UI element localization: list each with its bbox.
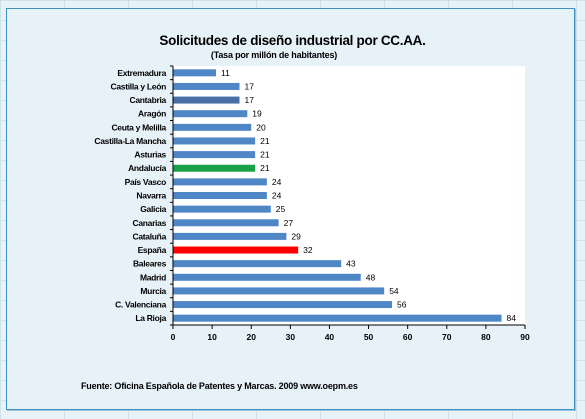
data-label-9: 24	[272, 191, 282, 201]
x-tick-label-5: 50	[364, 332, 374, 342]
x-tick-label-4: 40	[325, 332, 335, 342]
bar-4	[173, 123, 252, 131]
category-label-11: Canarias	[132, 218, 166, 228]
data-label-8: 24	[272, 177, 282, 187]
chart-title: Solicitudes de diseño industrial por CC.…	[159, 33, 426, 48]
data-label-7: 21	[260, 163, 270, 173]
bar-0	[173, 69, 217, 77]
category-label-15: Madrid	[140, 272, 166, 282]
chart-subtitle: (Tasa por millón de habitantes)	[210, 50, 338, 60]
bar-17	[173, 301, 393, 309]
data-label-16: 54	[389, 286, 399, 296]
category-label-7: Andalucía	[128, 163, 166, 173]
x-tick-label-8: 80	[481, 332, 491, 342]
bar-5	[173, 137, 256, 145]
data-label-15: 48	[366, 272, 376, 282]
bar-3	[173, 110, 248, 118]
category-label-18: La Rioja	[135, 313, 166, 323]
bar-11	[173, 219, 279, 227]
bar-1	[173, 82, 240, 90]
x-tick-label-6: 60	[403, 332, 413, 342]
data-label-1: 17	[244, 81, 254, 91]
category-label-17: C. Valenciana	[115, 300, 166, 310]
category-label-2: Cantabria	[129, 95, 166, 105]
data-label-13: 32	[303, 245, 313, 255]
category-label-8: País Vasco	[125, 177, 167, 187]
category-label-12: Cataluña	[133, 231, 167, 241]
data-label-17: 56	[397, 300, 407, 310]
bar-7	[173, 164, 256, 172]
data-label-10: 25	[276, 204, 286, 214]
bar-10	[173, 205, 271, 213]
bar-6	[173, 151, 256, 159]
x-tick-label-1: 10	[207, 332, 217, 342]
bar-8	[173, 178, 267, 186]
x-tick-label-7: 70	[442, 332, 452, 342]
data-label-5: 21	[260, 136, 270, 146]
bar-13	[173, 246, 299, 254]
category-label-6: Asturias	[134, 150, 166, 160]
bar-2	[173, 96, 240, 104]
x-tick-label-0: 0	[171, 332, 176, 342]
category-label-16: Murcia	[140, 286, 166, 296]
category-label-9: Navarra	[136, 191, 166, 201]
bar-9	[173, 192, 267, 199]
bar-15	[173, 273, 361, 281]
bar-16	[173, 287, 385, 295]
x-tick-label-2: 20	[246, 332, 256, 342]
data-label-0: 11	[221, 68, 230, 78]
x-tick-label-9: 90	[520, 332, 530, 342]
category-label-1: Castilla y León	[111, 81, 167, 91]
data-label-2: 17	[244, 95, 254, 105]
bar-14	[173, 260, 342, 268]
bar-18	[173, 314, 502, 322]
data-label-12: 29	[291, 231, 301, 241]
category-label-0: Extremadura	[117, 68, 166, 78]
category-label-5: Castilla-La Mancha	[94, 136, 166, 146]
category-label-13: España	[138, 245, 167, 255]
data-label-11: 27	[284, 218, 294, 228]
data-label-14: 43	[346, 259, 356, 269]
category-label-10: Galicia	[140, 204, 166, 214]
data-label-6: 21	[260, 150, 270, 160]
bar-12	[173, 232, 287, 240]
data-label-4: 20	[256, 122, 266, 132]
category-label-3: Aragón	[138, 109, 166, 119]
data-label-18: 84	[507, 313, 517, 323]
category-label-14: Baleares	[133, 259, 167, 269]
data-label-3: 19	[252, 109, 262, 119]
x-tick-label-3: 30	[286, 332, 296, 342]
category-label-4: Ceuta y Melilla	[111, 122, 166, 132]
source-footer: Fuente: Oficina Española de Patentes y M…	[81, 381, 358, 391]
